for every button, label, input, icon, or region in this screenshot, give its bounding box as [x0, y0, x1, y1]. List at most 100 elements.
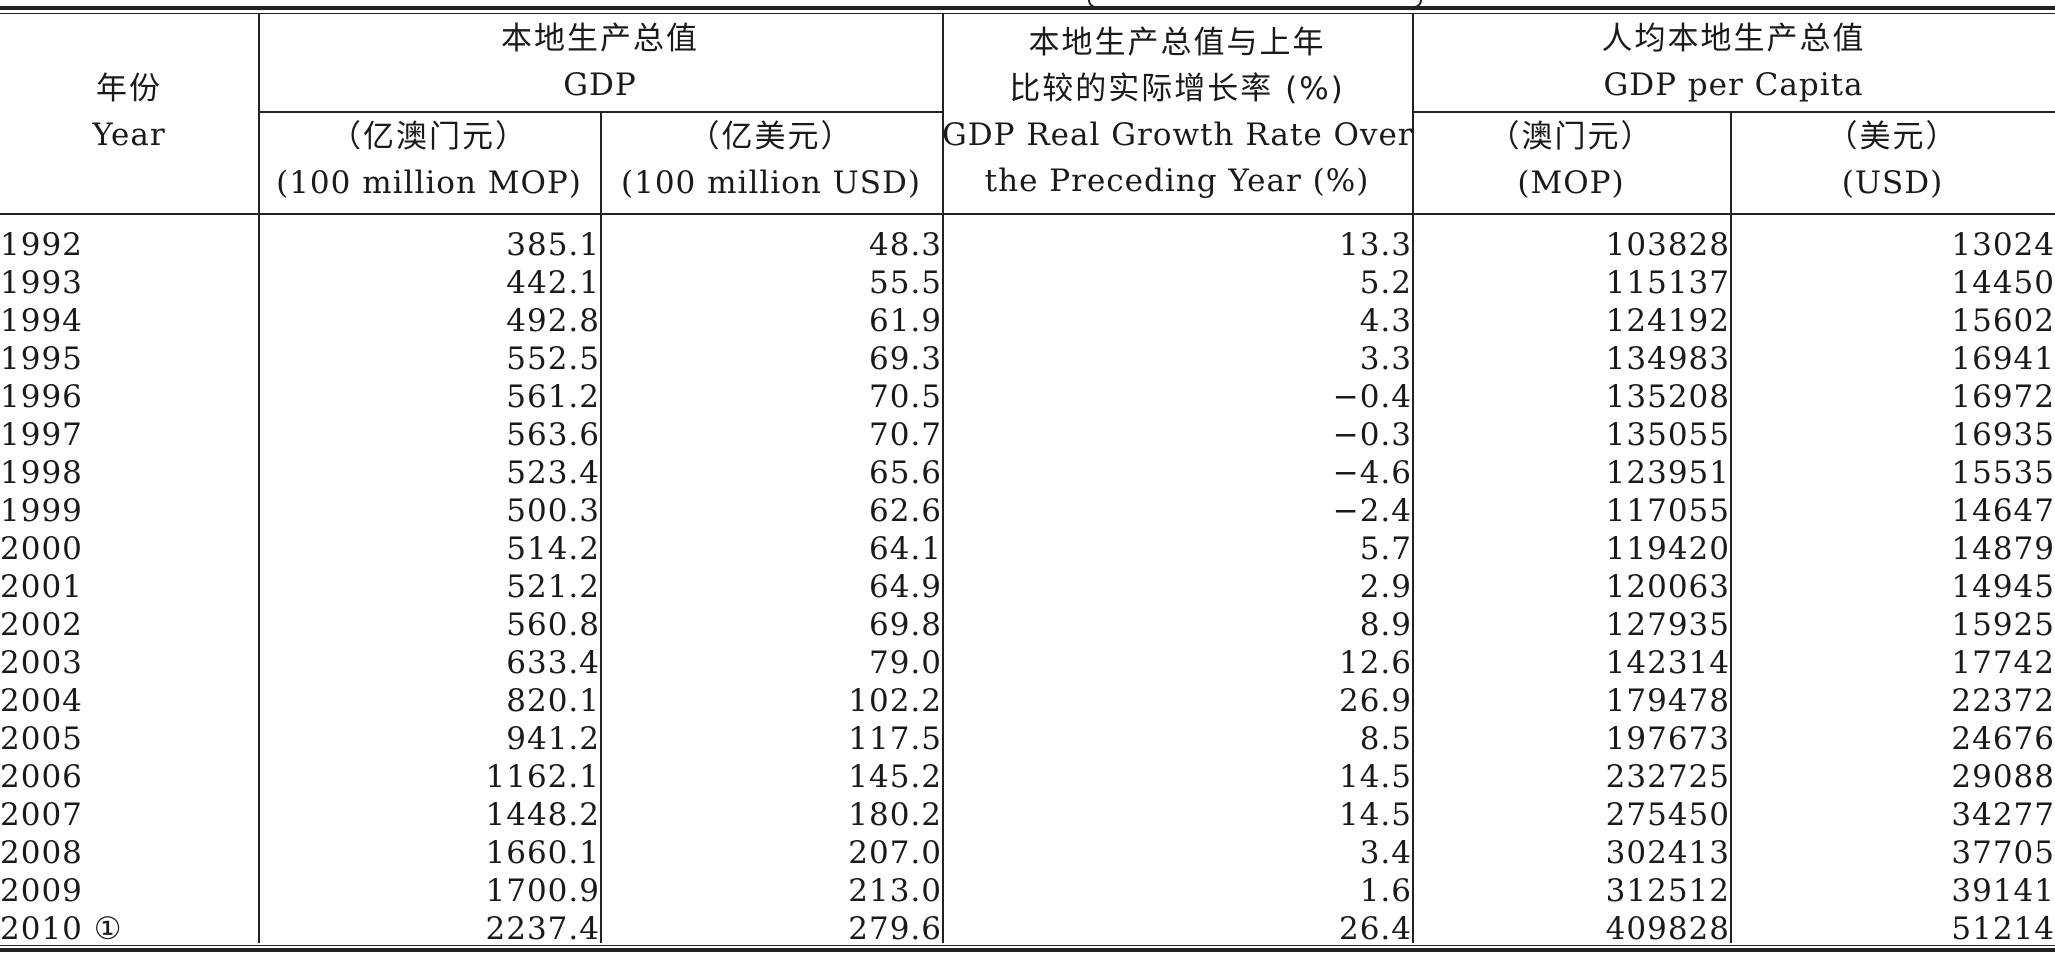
- table-row: 2000 514.2 64.1 5.7 119420 14879: [0, 530, 2055, 568]
- cell-gdp-usd: 79.0: [868, 645, 942, 681]
- cell-gdp-usd: 70.5: [868, 379, 942, 415]
- header-year-en: Year: [92, 117, 166, 153]
- cell-growth-rate: 3.3: [1359, 341, 1412, 377]
- cell-gdp-mop: 563.6: [506, 417, 600, 453]
- cell-per-capita-mop: 115137: [1605, 265, 1730, 301]
- header-gdp-cn: 本地生产总值: [501, 21, 699, 57]
- cell-growth-rate: −0.4: [1332, 379, 1412, 415]
- table-row: 1995 552.5 69.3 3.3 134983 16941: [0, 340, 2055, 378]
- table-row: 1997 563.6 70.7 −0.3 135055 16935: [0, 416, 2055, 454]
- cell-growth-rate: 12.6: [1338, 645, 1412, 681]
- cell-per-capita-mop: 134983: [1605, 341, 1730, 377]
- cell-gdp-usd: 48.3: [868, 227, 942, 263]
- table-row: 2002 560.8 69.8 8.9 127935 15925: [0, 606, 2055, 644]
- cell-gdp-usd: 207.0: [848, 835, 942, 871]
- header-per-capita-cn: 人均本地生产总值: [1601, 21, 1866, 57]
- cell-per-capita-mop: 135208: [1605, 379, 1730, 415]
- cell-growth-rate: 2.9: [1359, 569, 1412, 605]
- cell-per-capita-usd: 37705: [1951, 835, 2055, 871]
- header-gdp-mop-en: (100 million MOP): [276, 165, 582, 201]
- cell-per-capita-usd: 16972: [1951, 379, 2055, 415]
- header-per-capita: 人均本地生产总值 GDP per Capita: [1412, 16, 2055, 108]
- cell-growth-rate: 3.4: [1359, 835, 1412, 871]
- cell-year: 2008: [0, 835, 83, 871]
- header-bottom-rule: [0, 213, 2055, 215]
- column-divider-pc-mop: [1730, 113, 1732, 943]
- cell-gdp-usd: 69.8: [868, 607, 942, 643]
- header-gdp-mop-cn: （亿澳门元）: [330, 119, 528, 155]
- header-pc-usd-en: (USD): [1841, 165, 1944, 201]
- header-pc-usd-cn: （美元）: [1826, 119, 1959, 155]
- cell-gdp-usd: 65.6: [868, 455, 942, 491]
- cell-gdp-mop: 514.2: [506, 531, 600, 567]
- cell-gdp-mop: 500.3: [506, 493, 600, 529]
- header-per-capita-en: GDP per Capita: [1603, 67, 1864, 103]
- cell-per-capita-mop: 312512: [1605, 873, 1730, 909]
- cell-per-capita-usd: 17742: [1951, 645, 2055, 681]
- cell-gdp-mop: 1700.9: [485, 873, 600, 909]
- cell-gdp-usd: 62.6: [868, 493, 942, 529]
- column-divider-gdp-usd: [942, 13, 944, 943]
- cell-gdp-usd: 213.0: [848, 873, 942, 909]
- cell-growth-rate: 8.5: [1359, 721, 1412, 757]
- gdp-data-body: 1992 385.1 48.3 13.3 103828 13024 1993 442.1 55.…: [0, 226, 2055, 948]
- cell-per-capita-mop: 123951: [1605, 455, 1730, 491]
- header-pc-mop: （澳门元） (MOP): [1412, 114, 1730, 206]
- cell-per-capita-mop: 135055: [1605, 417, 1730, 453]
- cell-growth-rate: 5.2: [1359, 265, 1412, 301]
- cell-year: 1994: [0, 303, 83, 339]
- table-row: 1992 385.1 48.3 13.3 103828 13024: [0, 226, 2055, 264]
- cell-growth-rate: 14.5: [1338, 797, 1412, 833]
- cell-year: 2004: [0, 683, 83, 719]
- cell-per-capita-mop: 197673: [1605, 721, 1730, 757]
- cell-growth-rate: 5.7: [1359, 531, 1412, 567]
- cell-gdp-usd: 102.2: [848, 683, 942, 719]
- cell-gdp-mop: 385.1: [506, 227, 600, 263]
- cell-gdp-mop: 1162.1: [485, 759, 600, 795]
- cell-per-capita-usd: 14450: [1951, 265, 2055, 301]
- cell-gdp-usd: 117.5: [848, 721, 942, 757]
- header-gdp-usd-cn: （亿美元）: [688, 119, 854, 155]
- cell-year: 2007: [0, 797, 83, 833]
- cell-gdp-usd: 64.1: [868, 531, 942, 567]
- cell-gdp-mop: 521.2: [506, 569, 600, 605]
- table-row: 2005 941.2 117.5 8.5 197673 24676: [0, 720, 2055, 758]
- header-year-cn: 年份: [96, 71, 162, 107]
- cell-per-capita-usd: 34277: [1951, 797, 2055, 833]
- cell-growth-rate: 4.3: [1359, 303, 1412, 339]
- cell-per-capita-mop: 103828: [1605, 227, 1730, 263]
- cell-gdp-mop: 820.1: [506, 683, 600, 719]
- cell-gdp-mop: 1448.2: [485, 797, 600, 833]
- table-row: 2003 633.4 79.0 12.6 142314 17742: [0, 644, 2055, 682]
- table-top-rule-thin: [0, 13, 2055, 14]
- cell-growth-rate: 26.9: [1338, 683, 1412, 719]
- cell-gdp-mop: 552.5: [506, 341, 600, 377]
- cell-per-capita-mop: 179478: [1605, 683, 1730, 719]
- cell-year: 2009: [0, 873, 83, 909]
- cell-gdp-usd: 145.2: [848, 759, 942, 795]
- header-pc-usd: （美元） (USD): [1730, 114, 2055, 206]
- header-gdp-usd: （亿美元） (100 million USD): [600, 114, 942, 206]
- table-row: 2009 1700.9 213.0 1.6 312512 39141: [0, 872, 2055, 910]
- cell-per-capita-mop: 117055: [1605, 493, 1730, 529]
- gdp-data-table: 1992 385.1 48.3 13.3 103828 13024 1993 442.1 55.…: [0, 226, 2055, 948]
- gdp-group-rule: [258, 111, 942, 113]
- cell-year: 2000: [0, 531, 83, 567]
- cell-gdp-usd: 61.9: [868, 303, 942, 339]
- column-divider-growth: [1412, 13, 1414, 943]
- table-row: 1993 442.1 55.5 5.2 115137 14450: [0, 264, 2055, 302]
- cell-gdp-mop: 561.2: [506, 379, 600, 415]
- table-bottom-rule: [0, 948, 2055, 952]
- column-divider-gdp-mop: [600, 113, 602, 943]
- cell-per-capita-mop: 127935: [1605, 607, 1730, 643]
- header-gdp-usd-en: (100 million USD): [621, 165, 921, 201]
- cell-gdp-usd: 69.3: [868, 341, 942, 377]
- table-row: 1994 492.8 61.9 4.3 124192 15602: [0, 302, 2055, 340]
- cell-per-capita-usd: 15925: [1951, 607, 2055, 643]
- cell-year: 1992: [0, 227, 83, 263]
- table-row: 1999 500.3 62.6 −2.4 117055 14647: [0, 492, 2055, 530]
- cell-growth-rate: 1.6: [1359, 873, 1412, 909]
- cell-year: 2001: [0, 569, 83, 605]
- header-growth-cn-2: 比较的实际增长率 (%): [1009, 71, 1345, 107]
